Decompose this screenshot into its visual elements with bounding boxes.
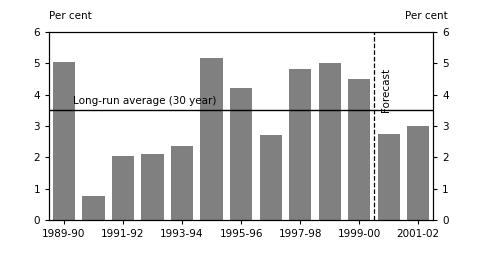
Bar: [83, 196, 105, 220]
Text: Long-run average (30 year): Long-run average (30 year): [73, 96, 216, 107]
Text: Per cent: Per cent: [49, 11, 92, 21]
Bar: [289, 69, 311, 220]
Text: Forecast: Forecast: [381, 68, 391, 112]
Bar: [53, 61, 75, 220]
Bar: [260, 135, 281, 220]
Bar: [201, 59, 222, 220]
Bar: [348, 79, 370, 220]
Bar: [171, 146, 193, 220]
Bar: [378, 134, 400, 220]
Bar: [230, 88, 252, 220]
Bar: [319, 63, 340, 220]
Bar: [112, 156, 134, 220]
Bar: [407, 126, 429, 220]
Bar: [142, 154, 163, 220]
Text: Per cent: Per cent: [405, 11, 448, 21]
